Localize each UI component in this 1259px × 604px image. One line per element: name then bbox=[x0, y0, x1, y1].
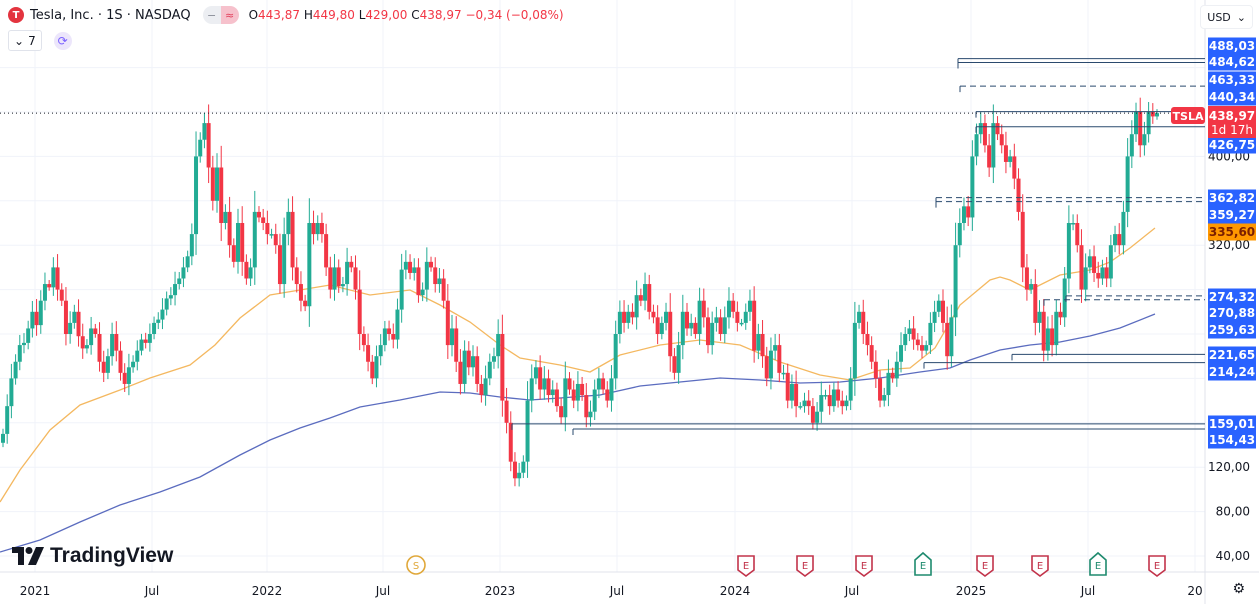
svg-text:20: 20 bbox=[1187, 584, 1202, 598]
svg-text:E: E bbox=[861, 561, 867, 572]
svg-text:E: E bbox=[743, 561, 749, 572]
svg-text:488,03: 488,03 bbox=[1209, 39, 1255, 53]
svg-text:E: E bbox=[1037, 561, 1043, 572]
svg-text:274,32: 274,32 bbox=[1209, 290, 1255, 304]
svg-text:440,34: 440,34 bbox=[1209, 90, 1255, 104]
svg-text:259,63: 259,63 bbox=[1209, 323, 1255, 337]
svg-text:359,27: 359,27 bbox=[1209, 208, 1255, 222]
high-value: 449,80 bbox=[312, 8, 355, 22]
svg-text:426,75: 426,75 bbox=[1209, 138, 1255, 152]
svg-text:214,24: 214,24 bbox=[1209, 365, 1255, 379]
svg-text:E: E bbox=[920, 561, 926, 572]
svg-text:Jul: Jul bbox=[375, 584, 390, 598]
svg-text:E: E bbox=[1154, 561, 1160, 572]
ohlc-values: O443,87 H449,80 L429,00 C438,97 −0,34 (−… bbox=[248, 8, 564, 22]
svg-text:221,65: 221,65 bbox=[1209, 348, 1255, 362]
svg-text:Jul: Jul bbox=[144, 584, 159, 598]
refresh-icon[interactable]: ⟳ bbox=[53, 31, 72, 50]
candlesticks bbox=[1, 97, 1159, 487]
tradingview-wordmark: TradingView bbox=[50, 544, 174, 567]
legend-toggle-group[interactable]: − ≈ bbox=[202, 6, 239, 24]
horizontal-levels[interactable] bbox=[0, 58, 1205, 435]
svg-text:2023: 2023 bbox=[485, 584, 516, 598]
close-value: 438,97 bbox=[419, 8, 462, 22]
change-value: −0,34 (−0,08%) bbox=[465, 8, 564, 22]
price-axis[interactable]: 40,0080,00120,00320,00400,00488,03484,62… bbox=[1171, 37, 1256, 564]
indicators-collapse-button[interactable]: ⌄ 7 bbox=[8, 30, 42, 51]
svg-text:463,33: 463,33 bbox=[1209, 73, 1255, 87]
svg-text:Jul: Jul bbox=[609, 584, 624, 598]
svg-text:362,82: 362,82 bbox=[1209, 191, 1255, 205]
approx-icon[interactable]: ≈ bbox=[220, 6, 239, 24]
currency-selector[interactable]: USD ⌄ bbox=[1200, 5, 1253, 29]
open-value: 443,87 bbox=[258, 8, 301, 22]
svg-text:E: E bbox=[802, 561, 808, 572]
svg-text:Jul: Jul bbox=[844, 584, 859, 598]
svg-text:TSLA: TSLA bbox=[1173, 110, 1204, 123]
svg-text:484,62: 484,62 bbox=[1209, 55, 1255, 69]
tesla-logo-icon: T bbox=[8, 7, 24, 23]
symbol-legend: T Tesla, Inc. · 1S · NASDAQ − ≈ O443,87 … bbox=[8, 6, 564, 24]
chevron-down-icon: ⌄ bbox=[1236, 10, 1246, 24]
svg-text:1d 17h: 1d 17h bbox=[1211, 123, 1253, 137]
svg-text:Jul: Jul bbox=[1080, 584, 1095, 598]
svg-text:270,88: 270,88 bbox=[1209, 306, 1255, 320]
time-axis[interactable]: 2021 Jul 2022 Jul 2023 Jul 2024 Jul 2025 Jul 20 bbox=[20, 584, 1203, 598]
svg-text:2025: 2025 bbox=[956, 584, 987, 598]
svg-text:S: S bbox=[413, 561, 419, 572]
tradingview-watermark: TradingView bbox=[12, 544, 173, 568]
svg-text:40,00: 40,00 bbox=[1216, 549, 1250, 563]
svg-text:154,43: 154,43 bbox=[1209, 433, 1255, 447]
svg-text:320,00: 320,00 bbox=[1208, 238, 1250, 252]
indicator-row: ⌄ 7 ⟳ bbox=[8, 30, 72, 51]
svg-text:2024: 2024 bbox=[720, 584, 751, 598]
symbol-title[interactable]: Tesla, Inc. · 1S · NASDAQ bbox=[30, 7, 191, 23]
indicators-count: 7 bbox=[28, 33, 36, 48]
tradingview-logo-icon bbox=[12, 547, 44, 565]
moving-averages bbox=[0, 227, 1156, 553]
svg-text:80,00: 80,00 bbox=[1216, 505, 1250, 519]
svg-text:335,60: 335,60 bbox=[1209, 225, 1255, 239]
svg-text:120,00: 120,00 bbox=[1208, 460, 1250, 474]
svg-text:2022: 2022 bbox=[252, 584, 283, 598]
minus-icon[interactable]: − bbox=[202, 6, 221, 24]
svg-text:159,01: 159,01 bbox=[1209, 417, 1255, 431]
currency-label: USD bbox=[1207, 10, 1231, 24]
svg-text:E: E bbox=[982, 561, 988, 572]
svg-text:2021: 2021 bbox=[20, 584, 51, 598]
svg-text:438,97: 438,97 bbox=[1209, 109, 1255, 123]
low-value: 429,00 bbox=[365, 8, 408, 22]
svg-text:E: E bbox=[1095, 561, 1101, 572]
chevron-down-icon: ⌄ bbox=[14, 33, 25, 48]
settings-gear-icon[interactable]: ⚙ bbox=[1232, 581, 1245, 597]
